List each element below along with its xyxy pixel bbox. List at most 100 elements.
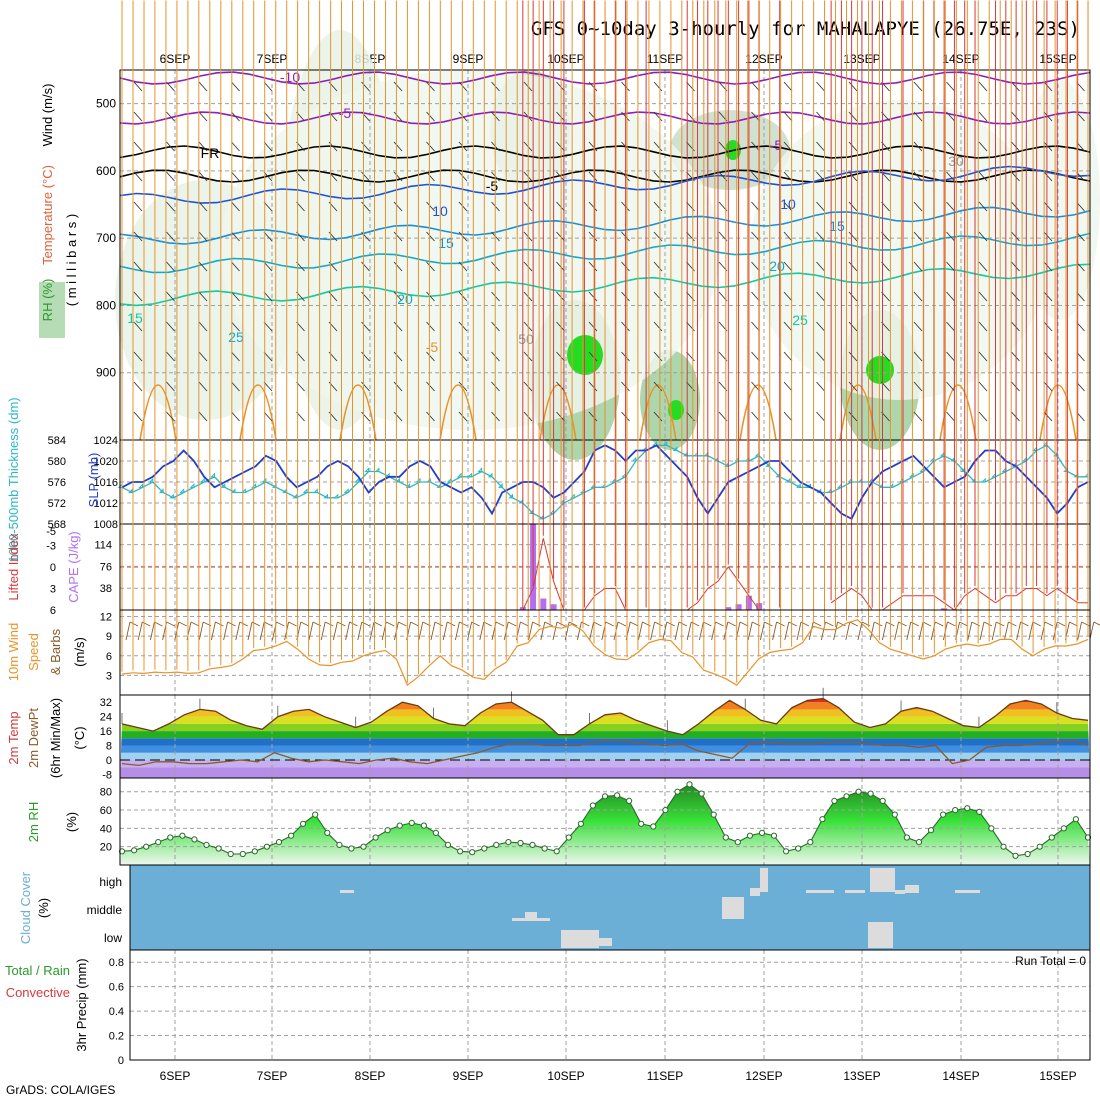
cloud-bar [955, 890, 980, 893]
contour-label: -5 [486, 178, 499, 194]
temp-tick-label: -8 [102, 769, 112, 781]
rh-marker [1024, 850, 1031, 858]
rh-marker [577, 820, 585, 827]
slp-tick-label: 1024 [94, 435, 118, 447]
wind-barb [231, 81, 240, 92]
rh-marker [324, 829, 331, 837]
thickness-marker [446, 477, 452, 483]
wind-barb [1043, 231, 1053, 242]
surface-wind-barb [747, 621, 753, 641]
wind-barb [653, 261, 663, 272]
cloud-level-label: high [99, 875, 122, 889]
surface-wind-barb [759, 621, 765, 641]
surface-wind-barb [418, 621, 424, 641]
thickness-marker [497, 483, 503, 488]
surface-wind-barb [772, 621, 778, 641]
rh-marker [215, 845, 222, 852]
wind-barb [978, 291, 988, 302]
wind-barb [588, 411, 598, 422]
surface-wind-barb [198, 621, 204, 641]
cape-bar [745, 595, 752, 610]
top-day-label: 11SEP [647, 52, 683, 66]
wind-barb [1011, 231, 1020, 242]
precip-tick-label: 0 [118, 1055, 124, 1067]
wind-barb [393, 411, 403, 422]
temp-axis-label-4: (°C) [72, 726, 87, 749]
wind-barb [751, 261, 760, 272]
thickness-marker [189, 483, 195, 488]
wind-barb [231, 381, 240, 392]
wind-barb [751, 321, 760, 332]
wind-barb [166, 381, 175, 392]
wind-barb [783, 231, 793, 242]
contour-label: 20 [769, 258, 785, 274]
thickness-marker [395, 477, 401, 483]
wind-barb [751, 81, 760, 92]
thickness-marker [888, 483, 894, 488]
wind-barb [653, 381, 663, 392]
wind-barb [848, 381, 858, 392]
wind-axis-label-4: (m/s) [72, 637, 87, 667]
thickness-tick-label: 580 [48, 456, 66, 468]
top-day-label: 10SEP [547, 52, 584, 66]
wind-barb [361, 141, 370, 152]
wind-axis-label-3: & Barbs [48, 628, 63, 675]
wind-barb [231, 111, 240, 122]
thickness-marker [980, 477, 986, 483]
wind-barb [848, 231, 858, 242]
rh-marker [722, 834, 729, 841]
wind-barb [426, 231, 435, 242]
thickness-marker [333, 493, 339, 499]
cape-bar [941, 608, 948, 610]
rh-marker [553, 848, 560, 855]
wind-barb [816, 111, 825, 122]
wind-barb [263, 411, 273, 422]
cloud-bar [722, 897, 744, 919]
rh-marker [650, 823, 657, 830]
temp-axis-label-3: (6hr Min/Max) [48, 698, 63, 778]
thickness-marker [467, 472, 472, 478]
surface-wind-barb [442, 621, 448, 641]
surface-wind-barb-flag [1093, 621, 1100, 626]
thickness-marker [569, 493, 575, 499]
rh-marker [203, 841, 210, 849]
rh-shading [1020, 80, 1100, 320]
wind-barb [1043, 321, 1053, 332]
wind-barb [133, 291, 143, 302]
wind-barb [913, 291, 923, 302]
wind-barb [816, 321, 825, 332]
surface-wind-barb [637, 621, 643, 641]
surface-wind-barb-flag [1044, 621, 1054, 627]
lifted-index-line [830, 587, 1088, 611]
wind-barb [361, 351, 370, 362]
cloud-background [130, 865, 1090, 950]
wind-barb [393, 351, 403, 362]
rh-marker [855, 788, 862, 795]
rh-marker [481, 845, 488, 852]
wind-barb [426, 291, 435, 302]
surface-wind-barb-flag [1008, 621, 1017, 627]
surface-wind-barb-flag [141, 621, 151, 627]
contour-label: 25 [792, 312, 808, 328]
surface-wind-barb-flag [215, 621, 224, 627]
rh-marker [589, 802, 597, 809]
temp-tick-label: 0 [106, 755, 112, 767]
temp-band [120, 698, 1090, 703]
cloud-bar [525, 912, 537, 918]
rh-marker [686, 781, 693, 788]
cloud-bar [561, 930, 599, 948]
wind-barb [263, 111, 273, 122]
wind-barb [361, 411, 370, 422]
wind-barb [653, 351, 663, 362]
wind-barb [458, 141, 468, 152]
temp-band [120, 738, 1090, 746]
wind-barb [166, 411, 175, 422]
surface-wind-barb [479, 621, 485, 641]
surface-wind-barb-flag [837, 621, 846, 627]
wind-barb [588, 351, 598, 362]
temperature-contour-25 [439, 384, 477, 441]
wind-barb [263, 141, 273, 152]
wind-barb [1043, 81, 1053, 92]
wind-barb [426, 81, 435, 92]
wind-barb [458, 81, 468, 92]
